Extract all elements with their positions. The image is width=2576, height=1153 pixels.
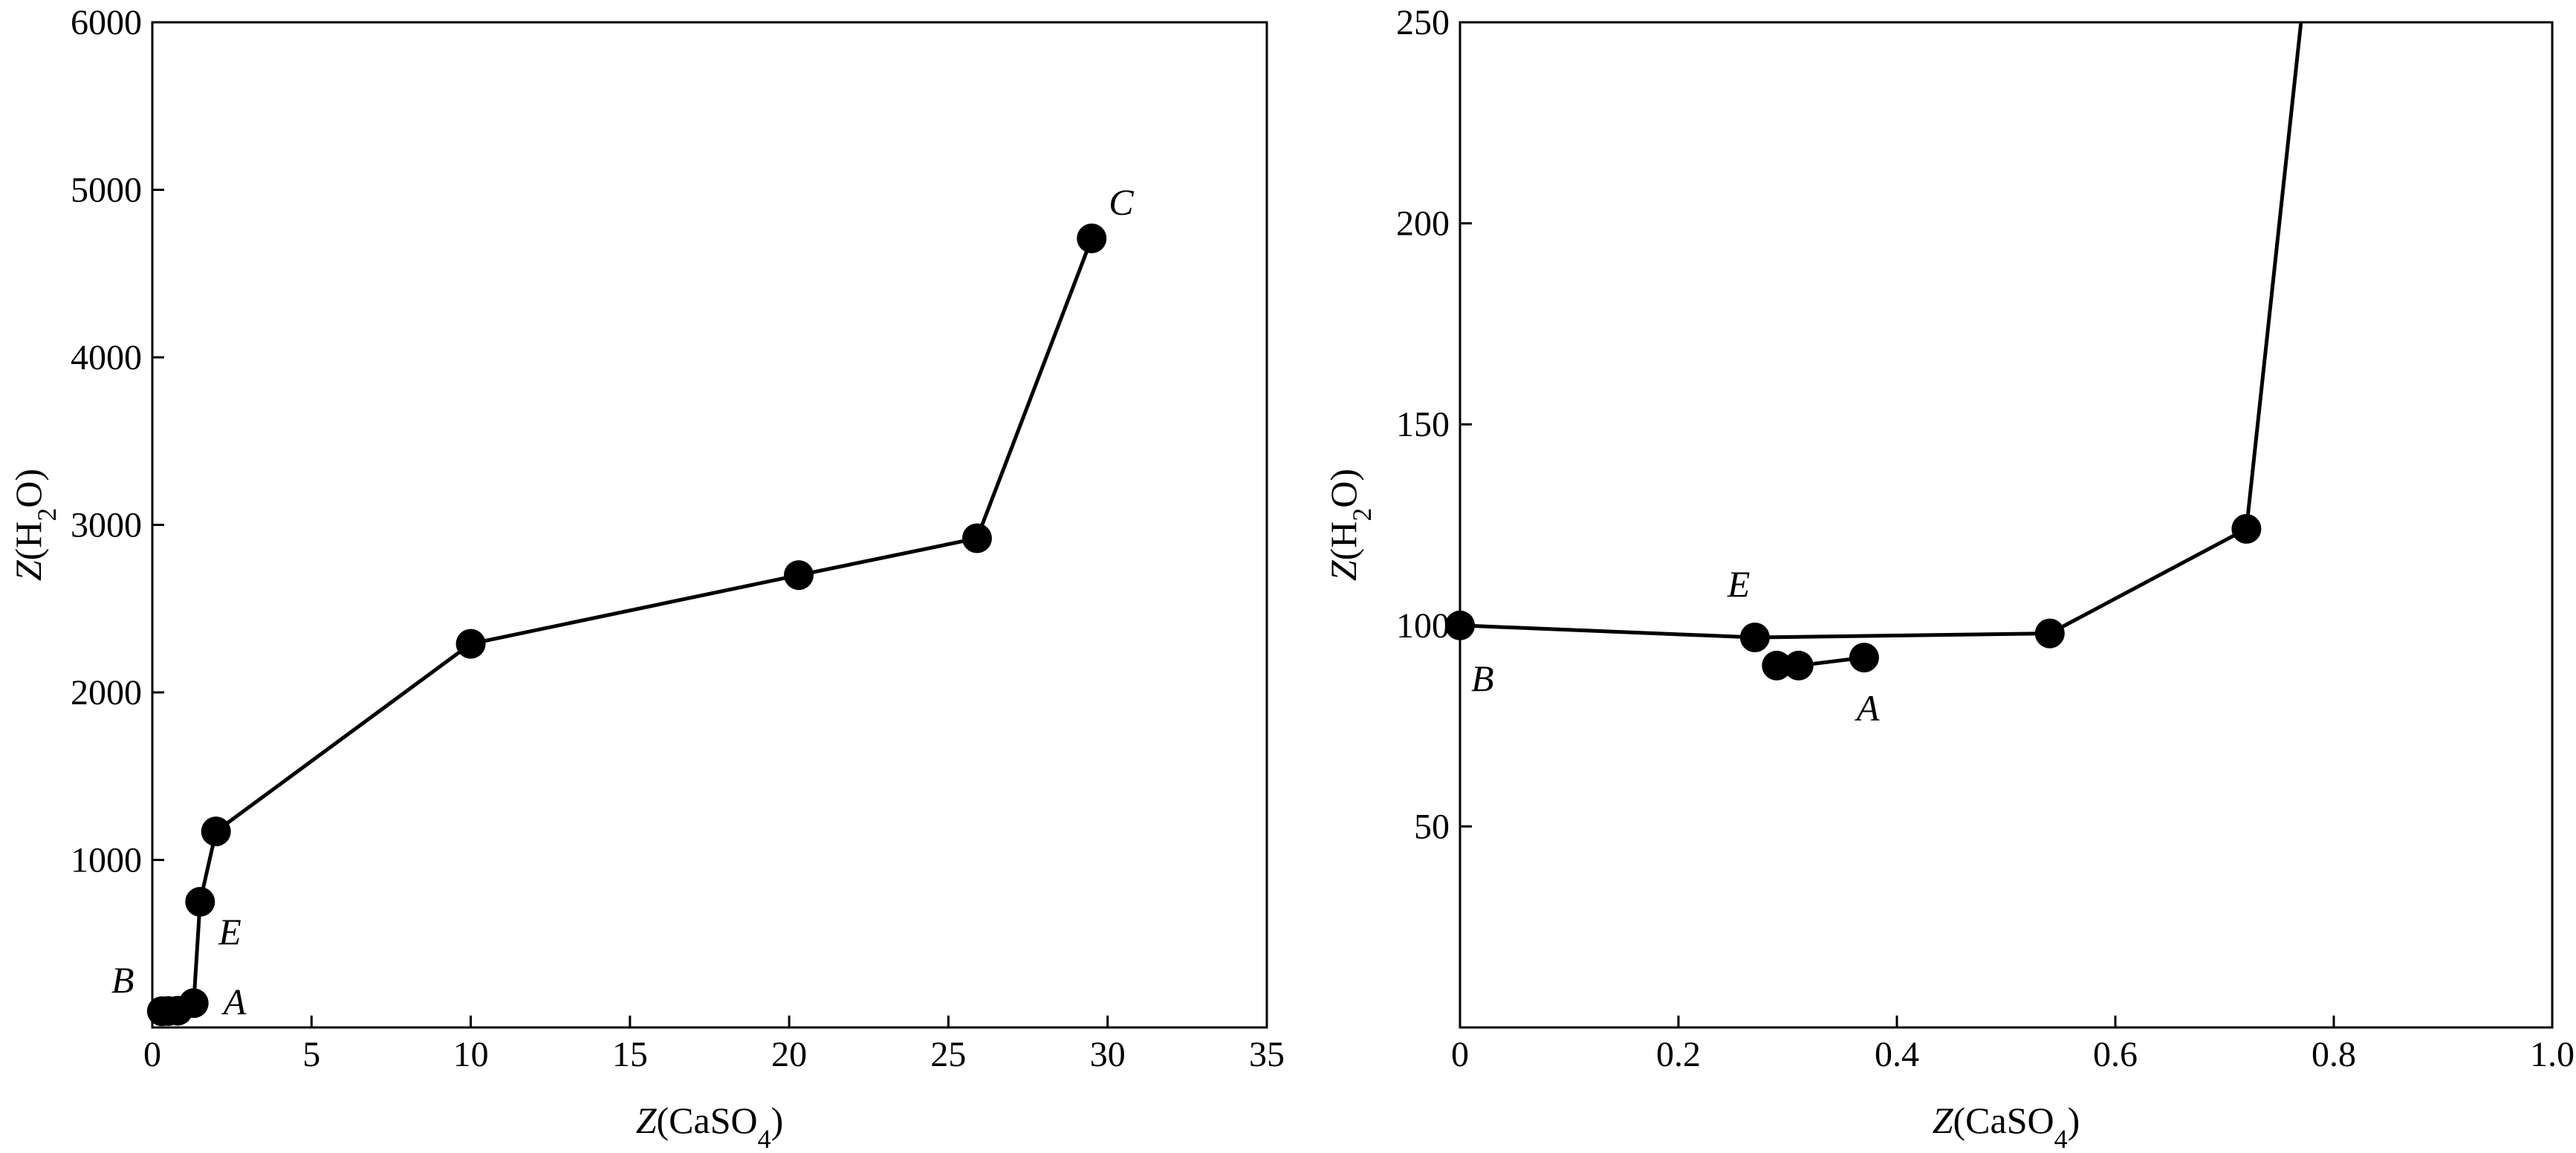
x-tick-label: 20: [771, 1035, 807, 1074]
y-tick-label: 3000: [71, 506, 142, 545]
y-tick-label: 2000: [71, 673, 142, 712]
point-label: B: [1471, 657, 1494, 699]
point-label: E: [218, 911, 241, 952]
x-tick-label: 15: [612, 1035, 648, 1074]
y-axis-label-right: Z(H2O): [1323, 469, 1377, 581]
y-tick-label: 50: [1414, 807, 1450, 846]
data-point: [455, 629, 486, 659]
axis-ticks-right: 0 0.2 0.4 0.6 0.8 1.0 50 100 150 200 250: [1396, 3, 2575, 1074]
x-tick-label: 0.2: [1656, 1035, 1701, 1074]
x-tick-label: 0.8: [2311, 1035, 2356, 1074]
data-point: [962, 523, 992, 553]
y-tick-label: 6000: [71, 3, 142, 42]
series-line: [1459, 22, 2303, 640]
y-tick-label: 4000: [71, 338, 142, 377]
data-point: [1445, 610, 1475, 640]
annotations-left: C E B A: [111, 181, 1134, 1022]
y-axis-label-left: Z(H2O): [7, 469, 62, 581]
point-label: E: [1727, 563, 1751, 605]
data-point: [1762, 650, 1792, 681]
plot-frame-right: [1459, 21, 2554, 1029]
point-label: B: [111, 959, 134, 1001]
y-tick-label: 1000: [71, 841, 142, 880]
axis-ticks-left: 0 5 10 15 20 25 30 35 1000 2000 3000 4000 5000 6000: [71, 3, 1285, 1074]
chart-left: 0 5 10 15 20 25 30 35 1000 2000 3000 4000 5000 6000 C…: [7, 3, 1285, 1153]
data-point: [2231, 513, 2262, 544]
data-point: [201, 816, 231, 847]
x-tick-label: 35: [1249, 1035, 1285, 1074]
data-point: [185, 886, 215, 917]
series-line: [161, 238, 1094, 1013]
x-tick-label: 30: [1090, 1035, 1126, 1074]
series-right: [1445, 22, 2303, 681]
x-tick-label: 10: [453, 1035, 489, 1074]
y-tick-label: 200: [1396, 204, 1450, 244]
y-tick-label: 100: [1396, 606, 1450, 646]
y-tick-label: 5000: [71, 171, 142, 210]
data-point: [1783, 650, 1814, 681]
x-tick-label: 0.6: [2093, 1035, 2138, 1074]
x-tick-label: 0: [143, 1035, 161, 1074]
series-left: [146, 223, 1107, 1027]
x-axis-label-right: Z(CaSO4): [1933, 1100, 2080, 1149]
annotations-right: E B A: [1471, 563, 1880, 729]
y-tick-label: 150: [1396, 405, 1450, 444]
data-point: [784, 560, 814, 591]
data-point: [2034, 618, 2065, 649]
point-label: C: [1109, 181, 1134, 223]
data-point: [1077, 223, 1107, 253]
point-label: A: [221, 981, 247, 1022]
x-tick-label: 1.0: [2530, 1035, 2575, 1074]
data-point: [1739, 623, 1770, 653]
chart-right: 0 0.2 0.4 0.6 0.8 1.0 50 100 150 200 250 E B A Z(CaS…: [1323, 3, 2575, 1153]
plot-frame-left: [151, 21, 1268, 1029]
x-tick-label: 25: [930, 1035, 966, 1074]
x-tick-label: 0: [1451, 1035, 1469, 1074]
x-axis-label-left: Z(CaSO4): [636, 1100, 784, 1149]
data-point: [1849, 643, 1879, 673]
x-tick-label: 5: [302, 1035, 320, 1074]
x-tick-label: 0.4: [1875, 1035, 1919, 1074]
y-tick-label: 250: [1396, 3, 1450, 42]
point-label: A: [1855, 687, 1880, 729]
data-point: [178, 988, 209, 1019]
